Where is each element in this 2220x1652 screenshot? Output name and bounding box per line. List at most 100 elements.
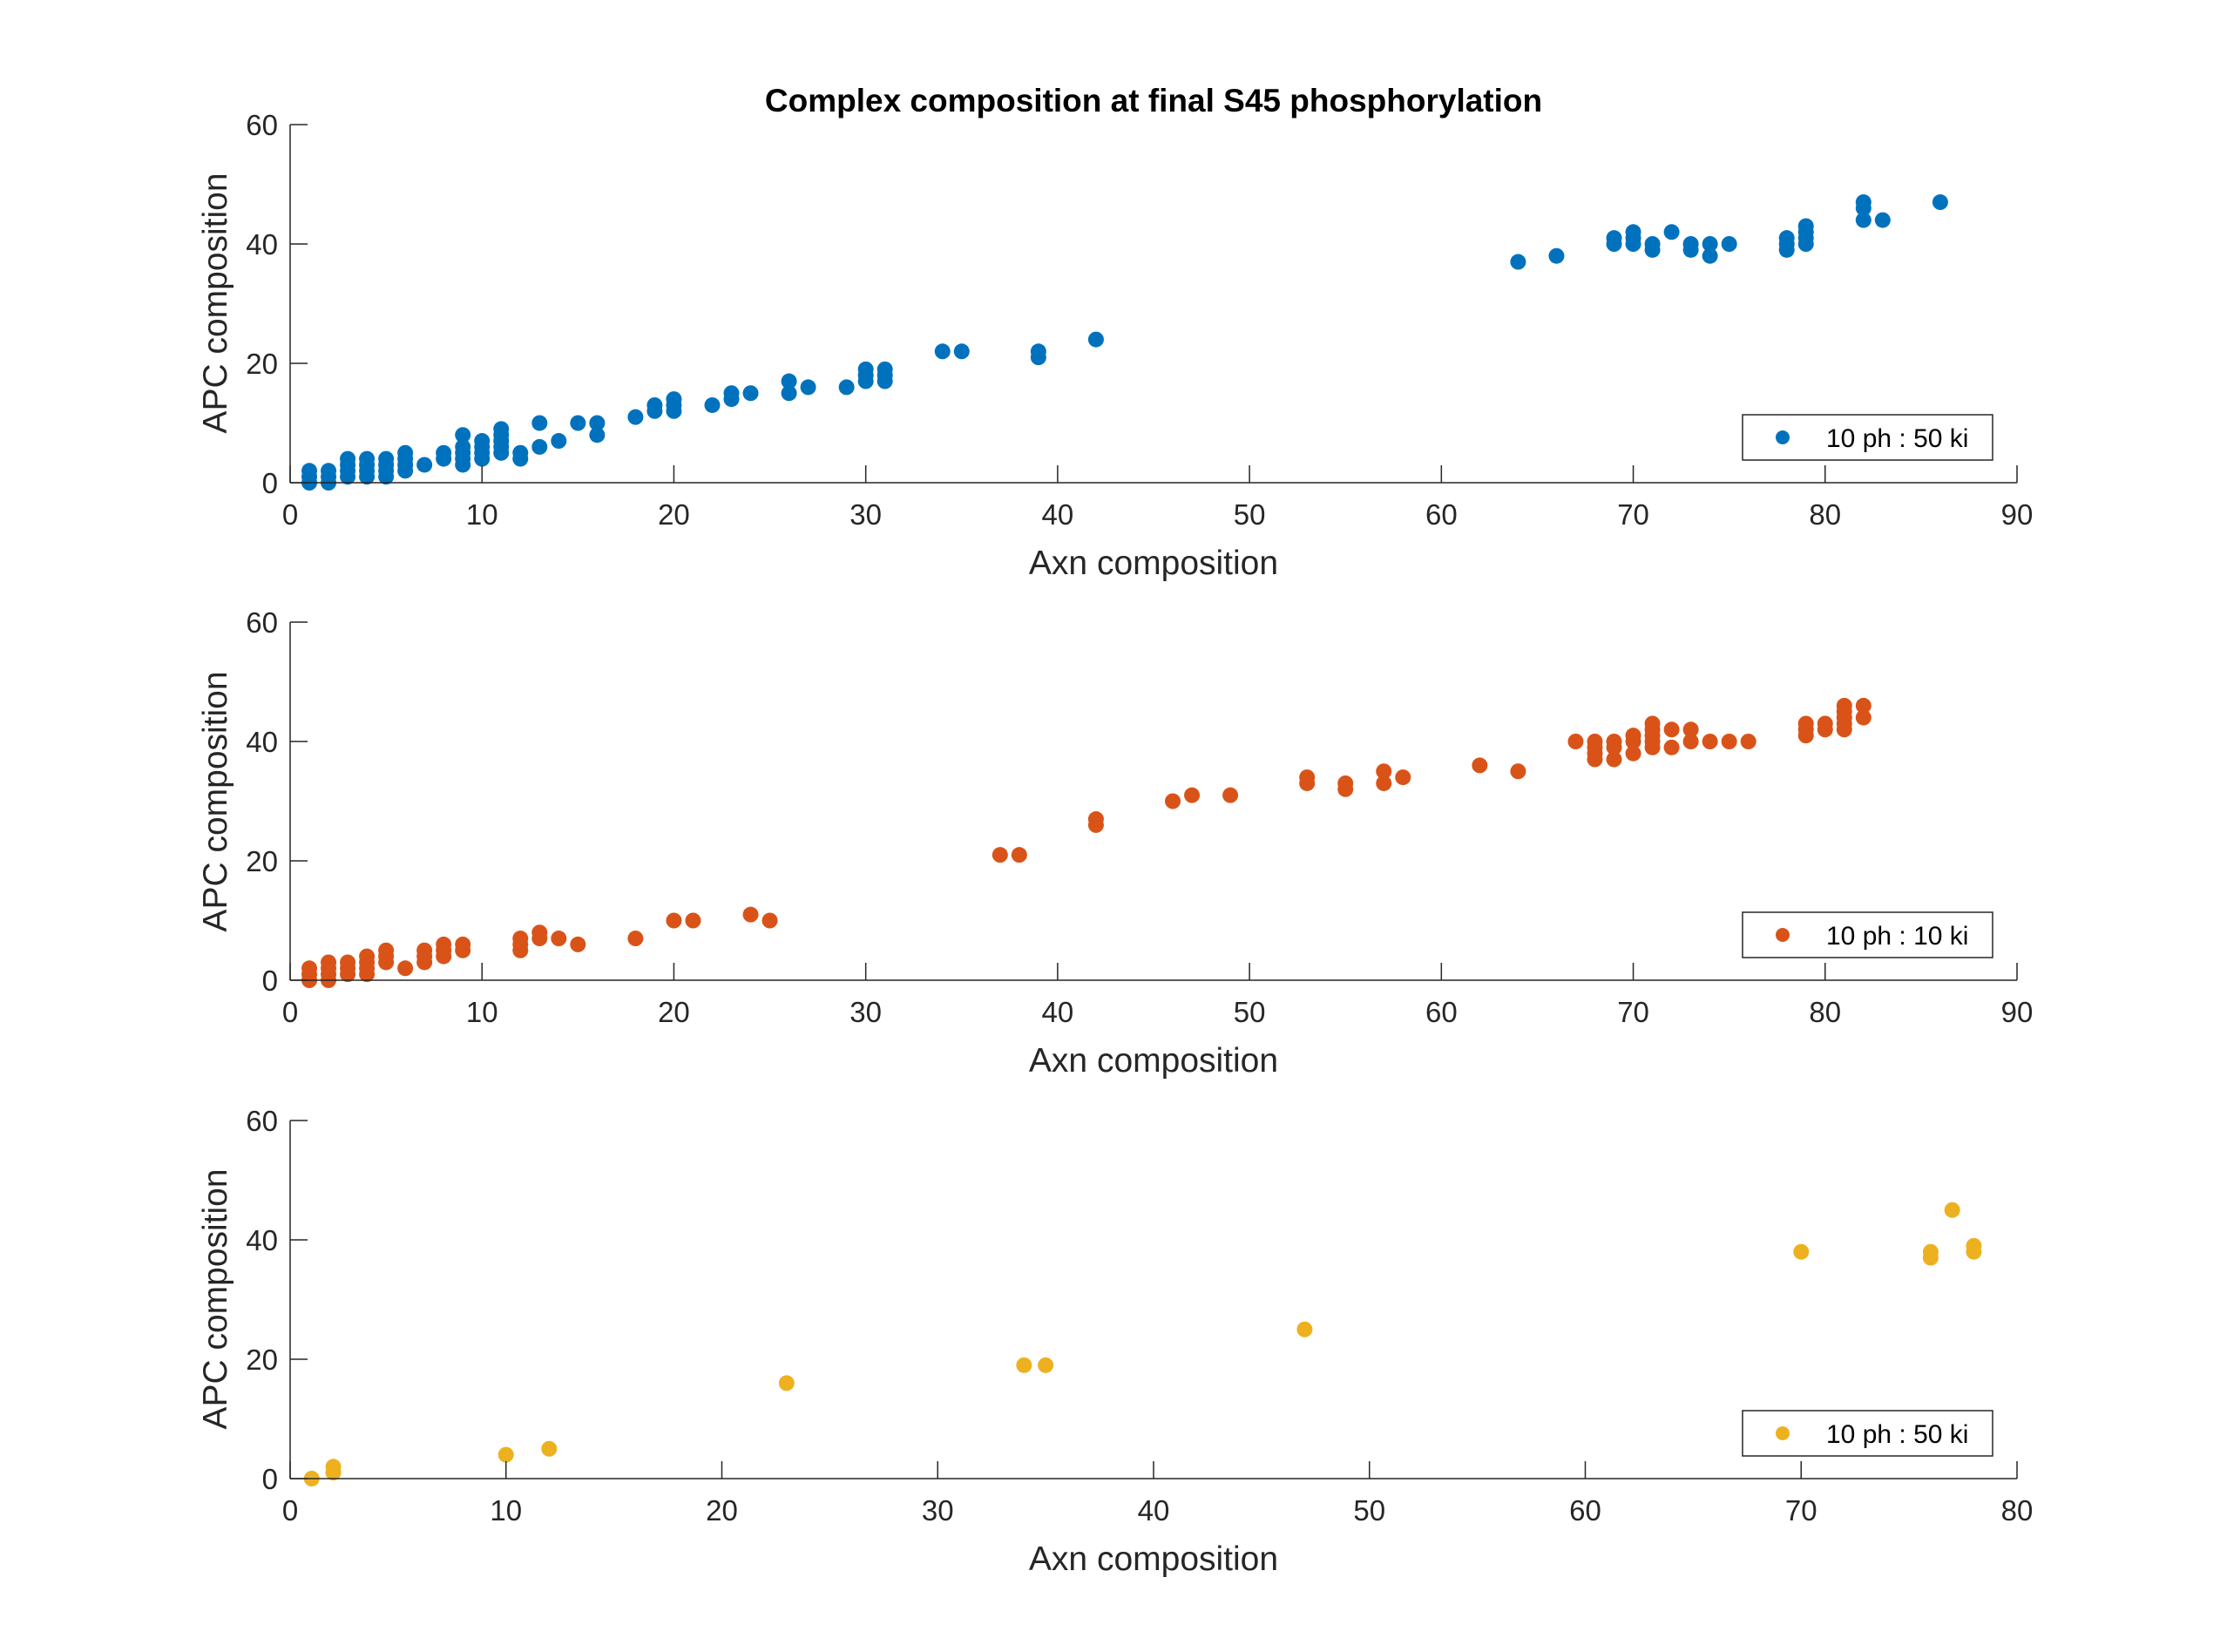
x-tick-label: 40 (1042, 498, 1074, 531)
scatter-point (531, 438, 548, 455)
scatter-point (1682, 236, 1699, 252)
scatter-point (436, 444, 452, 461)
scatter-point (1030, 343, 1046, 360)
scatter-point (1740, 734, 1756, 749)
scatter-point (627, 409, 644, 425)
scatter-point (934, 343, 951, 360)
scatter-point (1548, 247, 1565, 264)
y-tick-label: 20 (246, 845, 278, 877)
subplot-2-y-tick-labels: 0 20 40 60 (246, 606, 278, 997)
subplot-1-axes (289, 124, 2018, 484)
scatter-point (1855, 212, 1871, 228)
scatter-point (1797, 218, 1814, 234)
scatter-point (1922, 1243, 1939, 1260)
x-tick-label: 30 (922, 1494, 954, 1527)
subplot-3-legend-label: 10 ph : 50 ki (1826, 1420, 1968, 1449)
scatter-point (1567, 734, 1584, 749)
scatter-point (416, 942, 433, 958)
subplot-1-x-axis-label: Axn composition (1029, 545, 1278, 582)
scatter-point (474, 433, 491, 450)
x-tick-label: 80 (1809, 498, 1841, 531)
scatter-point (857, 361, 874, 377)
scatter-point (497, 1446, 514, 1463)
scatter-point (436, 936, 452, 952)
x-tick-label: 50 (1353, 1494, 1385, 1527)
x-tick-label: 20 (706, 1494, 738, 1527)
scatter-point (1855, 194, 1871, 211)
scatter-point (541, 1440, 558, 1457)
x-tick-label: 60 (1569, 1494, 1601, 1527)
scatter-point (761, 912, 778, 929)
y-tick-label: 20 (246, 1344, 278, 1376)
scatter-point (1721, 236, 1737, 252)
scatter-point (704, 396, 721, 413)
y-tick-label: 60 (246, 109, 278, 141)
scatter-point (1625, 224, 1641, 240)
scatter-point (1337, 775, 1354, 791)
scatter-point (992, 847, 1008, 863)
scatter-point (455, 427, 471, 443)
scatter-point (1836, 697, 1852, 714)
scatter-point (1510, 254, 1526, 270)
scatter-point (1606, 734, 1622, 749)
scatter-point (589, 427, 606, 443)
scatter-point (1778, 230, 1795, 247)
scatter-point (397, 960, 414, 977)
scatter-point (838, 379, 855, 396)
scatter-point (1165, 793, 1181, 809)
y-tick-label: 60 (246, 606, 278, 639)
subplot-3-axes (289, 1120, 2018, 1479)
scatter-point (455, 438, 471, 455)
scatter-point (1702, 236, 1718, 252)
scatter-point (1087, 811, 1104, 828)
subplot-2: 0 10 20 30 40 50 60 70 80 90 0 20 40 60 Axn composit… (197, 606, 2033, 1080)
scatter-point (1682, 734, 1699, 749)
subplot-3-y-axis-label: APC composition (197, 1168, 234, 1429)
x-tick-label: 0 (282, 1494, 298, 1527)
scatter-point (800, 379, 816, 396)
scatter-point (666, 912, 682, 929)
subplot-1-y-tick-labels: 0 20 40 60 (246, 109, 278, 499)
scatter-point (378, 942, 395, 958)
scatter-point (1011, 847, 1027, 863)
scatter-point (1376, 775, 1392, 791)
scatter-point (1793, 1243, 1810, 1260)
scatter-point (1606, 751, 1622, 768)
subplot-3-legend-marker (1776, 1426, 1790, 1440)
x-tick-label: 30 (849, 498, 882, 531)
scatter-point (723, 385, 740, 402)
scatter-point (1663, 721, 1680, 738)
x-tick-label: 70 (1785, 1494, 1817, 1527)
scatter-point (1472, 757, 1488, 774)
scatter-point (378, 450, 395, 467)
subplot-1-y-axis-label: APC composition (197, 173, 234, 433)
x-tick-label: 80 (1809, 996, 1841, 1028)
scatter-point (455, 936, 471, 952)
scatter-point (1587, 734, 1603, 749)
scatter-point (1606, 230, 1622, 247)
x-tick-label: 80 (2001, 1494, 2034, 1527)
scatter-point (627, 931, 644, 947)
scatter-point (493, 421, 510, 437)
scatter-point (359, 948, 376, 965)
scatter-point (325, 1459, 342, 1475)
x-tick-label: 60 (1425, 996, 1458, 1028)
x-tick-label: 60 (1425, 498, 1458, 531)
y-tick-label: 40 (246, 1224, 278, 1256)
subplot-2-legend-marker (1776, 928, 1790, 942)
scatter-point (778, 1375, 795, 1391)
scatter-point (551, 433, 567, 450)
scatter-point (531, 924, 548, 941)
subplot-2-y-axis-label: APC composition (197, 671, 234, 931)
scatter-point (781, 373, 797, 389)
scatter-point (1966, 1237, 1982, 1254)
x-tick-label: 70 (1617, 996, 1649, 1028)
scatter-point (321, 463, 337, 479)
subplot-3-x-tick-labels: 0 10 20 30 40 50 60 70 80 (282, 1494, 2034, 1527)
subplot-2-plot-area (290, 622, 2017, 980)
scatter-point (742, 385, 759, 402)
subplot-2-x-axis-label: Axn composition (1029, 1042, 1278, 1080)
scatter-point (1395, 769, 1411, 786)
x-tick-label: 20 (658, 996, 690, 1028)
x-tick-label: 0 (282, 498, 298, 531)
